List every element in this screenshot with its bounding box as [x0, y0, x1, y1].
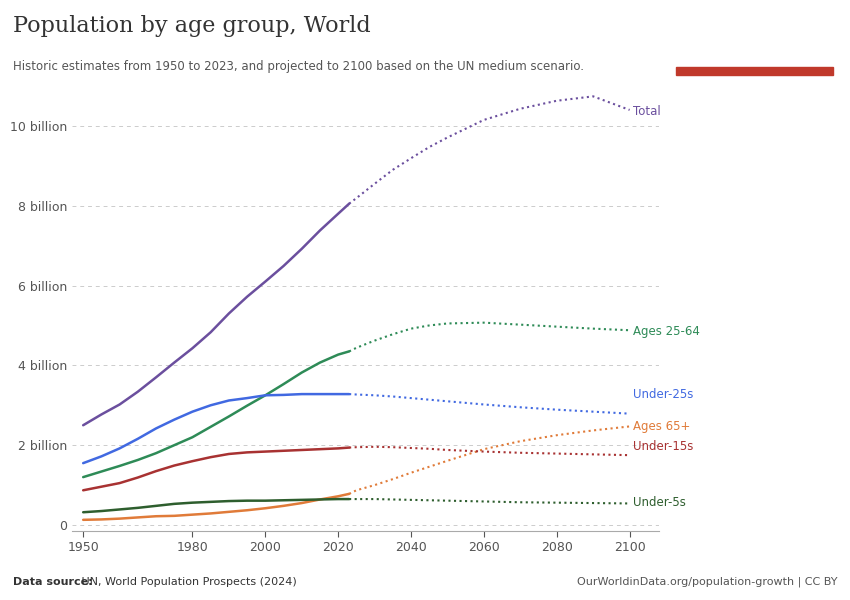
- Text: Historic estimates from 1950 to 2023, and projected to 2100 based on the UN medi: Historic estimates from 1950 to 2023, an…: [13, 60, 584, 73]
- Text: Population by age group, World: Population by age group, World: [13, 15, 371, 37]
- Text: Under-25s: Under-25s: [633, 388, 694, 401]
- Text: Under-5s: Under-5s: [633, 496, 686, 509]
- Text: Total: Total: [633, 106, 661, 118]
- Bar: [676, 67, 833, 75]
- Text: in Data: in Data: [730, 44, 779, 58]
- Text: OurWorldinData.org/population-growth | CC BY: OurWorldinData.org/population-growth | C…: [577, 576, 837, 587]
- Text: Under-15s: Under-15s: [633, 440, 694, 453]
- Text: Data source:: Data source:: [13, 577, 93, 587]
- Text: Ages 65+: Ages 65+: [633, 419, 691, 433]
- Text: UN, World Population Prospects (2024): UN, World Population Prospects (2024): [78, 577, 297, 587]
- Text: Our World: Our World: [721, 23, 788, 36]
- Text: Ages 25-64: Ages 25-64: [633, 325, 700, 338]
